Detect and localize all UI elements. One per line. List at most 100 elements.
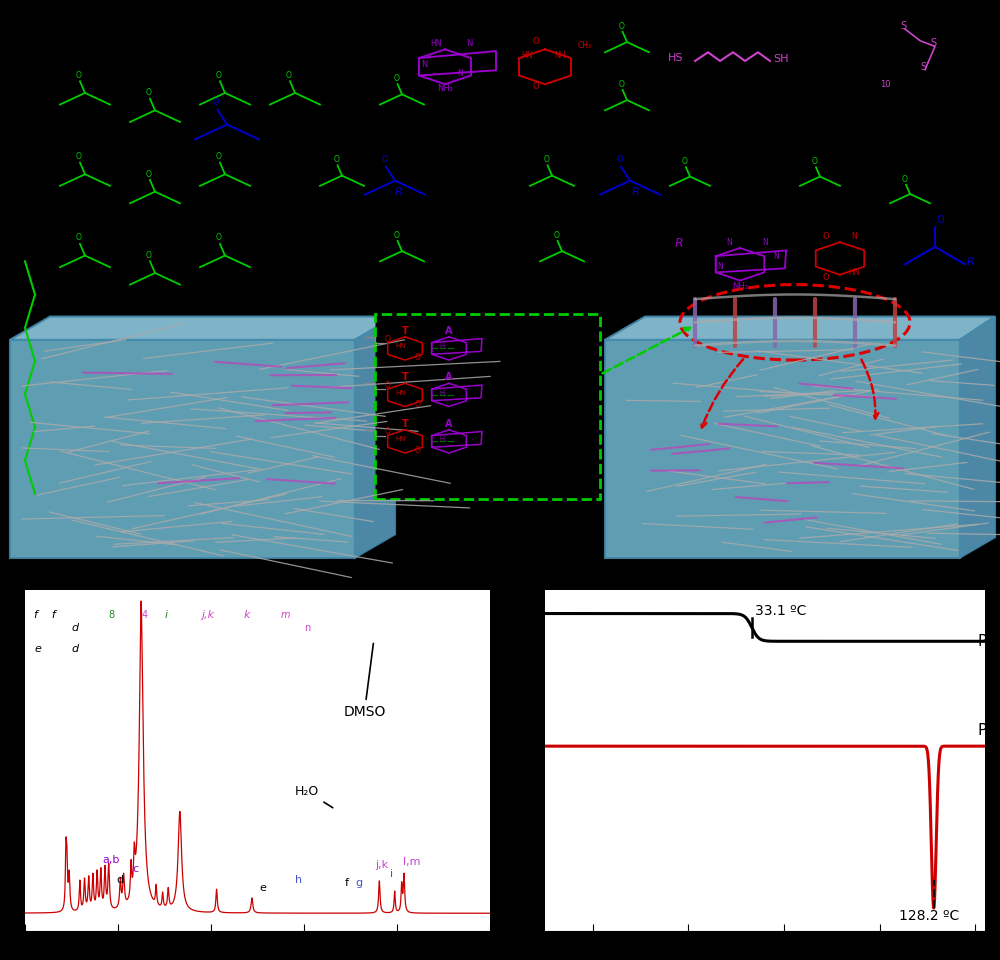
Text: HN: HN — [430, 39, 442, 48]
Text: S: S — [900, 21, 906, 31]
Text: T: T — [402, 419, 408, 429]
Text: O: O — [554, 230, 559, 240]
Text: T: T — [402, 326, 408, 336]
Text: O: O — [544, 156, 549, 164]
Text: O: O — [385, 334, 391, 344]
Text: f: f — [345, 878, 349, 888]
Text: N: N — [457, 68, 463, 78]
Text: O: O — [286, 71, 292, 80]
X-axis label: Temperature (ºC): Temperature (ºC) — [699, 955, 831, 960]
Text: NH: NH — [554, 51, 566, 60]
Text: H: H — [439, 437, 444, 443]
Text: H₂O: H₂O — [295, 785, 333, 807]
Text: N: N — [726, 238, 732, 247]
Text: HN: HN — [395, 344, 406, 349]
Text: O: O — [936, 215, 944, 226]
Text: i: i — [164, 610, 168, 619]
Text: n: n — [304, 623, 310, 634]
Text: 33.1 ºC: 33.1 ºC — [755, 604, 807, 618]
Text: O: O — [616, 156, 623, 164]
Text: 10: 10 — [880, 80, 891, 89]
Text: O: O — [533, 83, 539, 91]
Polygon shape — [960, 317, 995, 558]
Text: f    f: f f — [34, 610, 56, 619]
Text: d: d — [117, 875, 124, 885]
Text: O: O — [216, 71, 222, 80]
Text: j,k: j,k — [376, 860, 389, 871]
Text: O: O — [334, 156, 339, 164]
Text: HN: HN — [848, 268, 860, 276]
Text: O: O — [394, 74, 399, 83]
Polygon shape — [10, 317, 395, 340]
Text: PT: PT — [977, 634, 996, 649]
Text: O: O — [216, 153, 222, 161]
Text: A: A — [445, 326, 453, 336]
Text: O: O — [823, 232, 829, 241]
Text: d: d — [72, 644, 79, 654]
Text: N: N — [762, 238, 768, 247]
Text: A: A — [445, 372, 453, 382]
X-axis label: δ / ppm: δ / ppm — [223, 956, 292, 960]
Text: a,b: a,b — [102, 855, 120, 865]
Text: R: R — [395, 186, 403, 197]
Text: R: R — [967, 257, 975, 268]
Text: O: O — [415, 446, 421, 455]
Text: N: N — [718, 262, 723, 271]
Text: d: d — [72, 623, 79, 634]
Text: O: O — [812, 157, 818, 166]
Text: SH: SH — [773, 54, 788, 64]
Polygon shape — [355, 317, 395, 558]
Text: O: O — [146, 88, 152, 97]
Text: g: g — [355, 878, 362, 888]
Text: R: R — [675, 237, 684, 250]
Text: 128.2 ºC: 128.2 ºC — [899, 909, 959, 924]
Text: H: H — [439, 390, 444, 396]
Text: O: O — [385, 381, 391, 390]
Text: O: O — [619, 80, 624, 88]
FancyBboxPatch shape — [375, 314, 600, 499]
Text: O: O — [619, 21, 624, 31]
Text: e: e — [260, 883, 267, 893]
Text: e: e — [34, 644, 41, 654]
Text: i: i — [390, 870, 393, 879]
Text: H: H — [439, 344, 444, 349]
Text: HS: HS — [668, 53, 684, 63]
Text: HN: HN — [395, 437, 406, 443]
Text: h: h — [295, 875, 302, 885]
Text: 4: 4 — [141, 610, 147, 619]
Text: j,k: j,k — [202, 610, 215, 619]
Text: O: O — [533, 37, 539, 46]
Text: O: O — [146, 170, 152, 179]
Text: O: O — [146, 251, 152, 260]
Text: N: N — [421, 60, 427, 69]
Text: l,m: l,m — [403, 857, 421, 867]
Text: O: O — [216, 233, 222, 243]
Text: O: O — [385, 427, 391, 437]
Text: NH₂: NH₂ — [437, 84, 453, 93]
Text: O: O — [823, 273, 829, 281]
Text: k: k — [244, 610, 250, 619]
Text: c: c — [133, 864, 139, 874]
Text: O: O — [394, 230, 399, 240]
Text: NH₂: NH₂ — [732, 281, 748, 291]
Text: PA: PA — [977, 723, 996, 738]
Polygon shape — [605, 340, 960, 558]
Text: O: O — [76, 153, 82, 161]
Text: R: R — [632, 186, 640, 197]
Text: S: S — [930, 38, 936, 48]
Text: CH₃: CH₃ — [578, 40, 592, 50]
Text: DMSO: DMSO — [343, 643, 386, 719]
Text: O: O — [682, 157, 688, 166]
Text: O: O — [902, 175, 908, 183]
Text: HN: HN — [521, 51, 532, 60]
Text: 8: 8 — [109, 610, 115, 619]
Polygon shape — [605, 317, 995, 340]
Text: T: T — [402, 372, 408, 382]
Text: N: N — [851, 232, 857, 241]
Text: A: A — [445, 419, 453, 429]
Text: N: N — [774, 252, 779, 261]
Text: m: m — [281, 610, 290, 619]
Text: N: N — [466, 39, 472, 48]
Text: O: O — [212, 98, 219, 107]
Text: O: O — [76, 233, 82, 243]
